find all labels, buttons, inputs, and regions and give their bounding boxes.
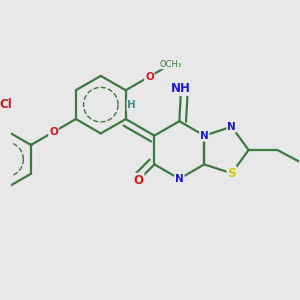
- Text: N: N: [227, 122, 236, 132]
- Text: O: O: [134, 174, 144, 187]
- Text: H: H: [128, 100, 136, 110]
- Text: O: O: [145, 72, 154, 82]
- Text: N: N: [175, 174, 184, 184]
- Text: O: O: [49, 127, 58, 137]
- Text: N: N: [200, 130, 208, 141]
- Text: NH: NH: [171, 82, 191, 95]
- Text: Cl: Cl: [0, 98, 12, 111]
- Text: S: S: [227, 167, 236, 180]
- Text: OCH₃: OCH₃: [160, 60, 182, 69]
